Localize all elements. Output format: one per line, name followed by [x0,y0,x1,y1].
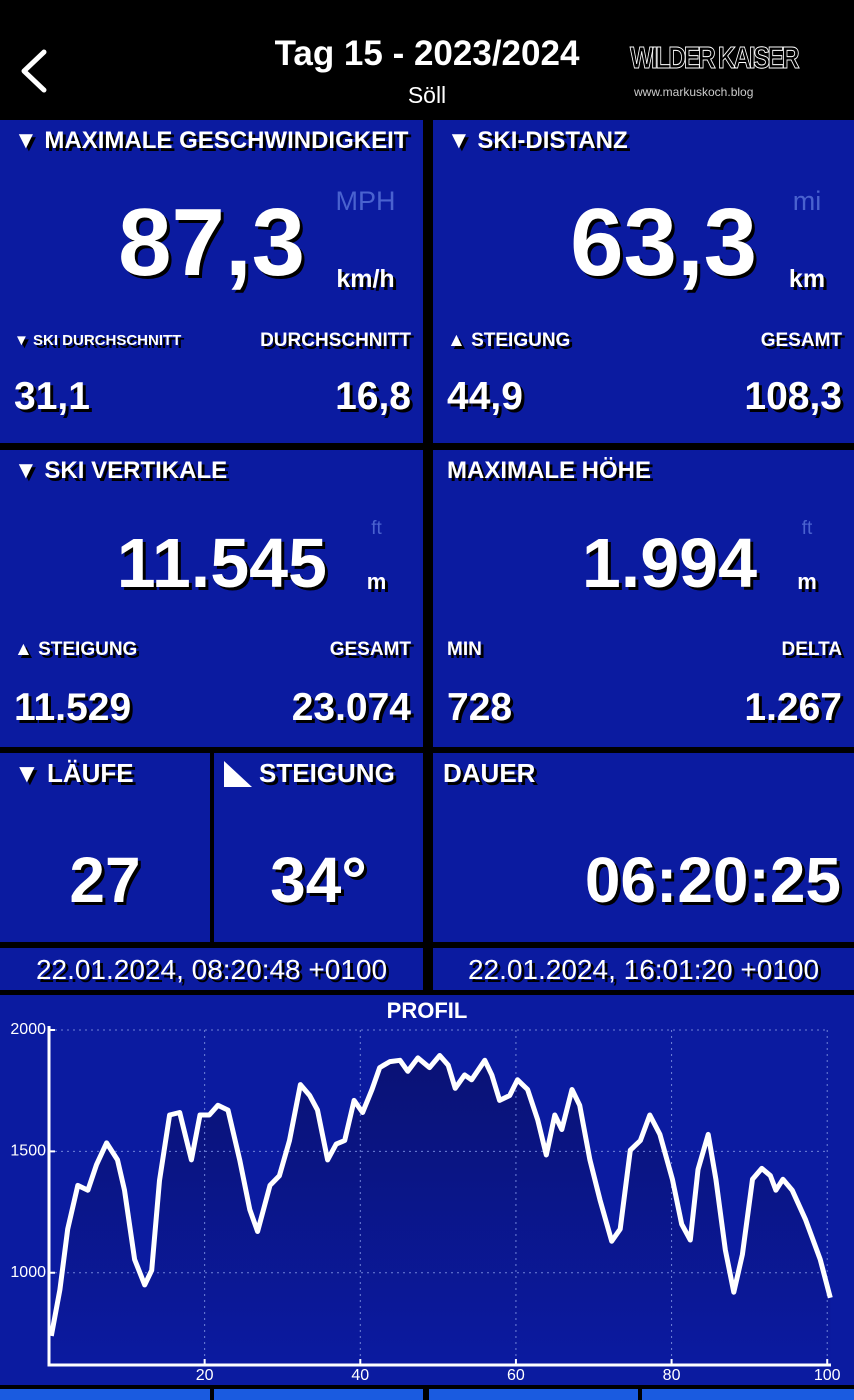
x-tick-label: 100 [814,1367,841,1384]
panel-value: 63,3 [570,189,757,296]
start-time: 22.01.2024, 08:20:48 +0100 [35,954,388,985]
panel-value: 34° [270,844,367,916]
stat-label: ▼ SKI DURCHSCHNITT [14,332,182,349]
panel-value: 87,3 [118,189,305,296]
stat-label: ▲ STEIGUNG [447,330,571,351]
panel-value: 06:20:25 [584,844,841,916]
panel-value: 27 [69,844,141,916]
stat-value: 44,9 [447,375,523,418]
unit: m [797,569,817,594]
back-button[interactable] [14,48,50,94]
panel [433,120,854,443]
slope-icon [224,761,252,787]
chart-title: PROFIL [387,998,468,1023]
y-tick-label: 1000 [10,1264,46,1281]
unit-alt: mi [792,186,822,216]
stat-label: ▲ STEIGUNG [14,639,138,660]
unit-alt: ft [801,518,813,539]
title: Tag 15 - 2023/2024 [274,34,580,73]
axes [47,1026,831,1367]
stat-value: 1.267 [744,686,842,729]
stat-value: 16,8 [335,375,411,418]
panel-value: 1.994 [581,524,757,602]
panel [433,450,854,747]
tab [429,1389,638,1400]
x-tick-label: 60 [507,1367,525,1384]
panel-title: STEIGUNG [259,758,395,788]
stat-value: 11.529 [14,686,132,729]
panel [0,120,423,443]
profile-chart: PROFIL 20 40 60 80 100 1000 1500 2000 [10,998,841,1384]
stat-value: 31,1 [14,375,90,418]
stat-label: DURCHSCHNITT [260,330,411,351]
unit-alt: MPH [335,186,396,216]
y-tick-label: 1500 [10,1143,46,1160]
stat-label: GESAMT [760,330,842,351]
panel-title: ▼ LÄUFE [14,758,134,788]
stat-value: 108,3 [744,375,842,418]
profile-line [48,1053,833,1337]
tab [214,1389,423,1400]
panel-title: ▼ SKI VERTIKALE [14,457,228,484]
panel-title: ▼ MAXIMALE GESCHWINDIGKEIT [14,127,409,154]
x-tick-label: 40 [351,1367,369,1384]
unit: km/h [336,265,395,293]
panel-title: ▼ SKI-DISTANZ [447,127,628,154]
stat-label: MIN [447,639,482,660]
area [51,1055,831,1365]
stat-value: 23.074 [291,686,411,729]
stat-value: 728 [447,686,513,729]
end-time: 22.01.2024, 16:01:20 +0100 [467,954,820,985]
x-tick-label: 20 [196,1367,214,1384]
unit: km [788,265,826,293]
panel [433,948,854,990]
unit-alt: ft [371,518,382,539]
stat-label: GESAMT [329,639,411,660]
tab [0,1389,210,1400]
unit: m [366,569,387,594]
stat-label: DELTA [781,639,842,660]
subtitle: Söll [407,82,447,108]
panel-title: MAXIMALE HÖHE [447,457,651,484]
panel-title: DAUER [443,758,536,788]
x-tick-label: 80 [663,1367,681,1384]
logo: WILDER KAISER [630,40,800,76]
panel [0,450,423,747]
panel [0,948,423,990]
panel [433,753,854,942]
y-tick-label: 2000 [10,1021,46,1038]
tab [642,1389,854,1400]
panel [0,753,210,942]
panel-value: 11.545 [116,524,327,602]
logo-url: www.markuskoch.blog [634,85,754,99]
